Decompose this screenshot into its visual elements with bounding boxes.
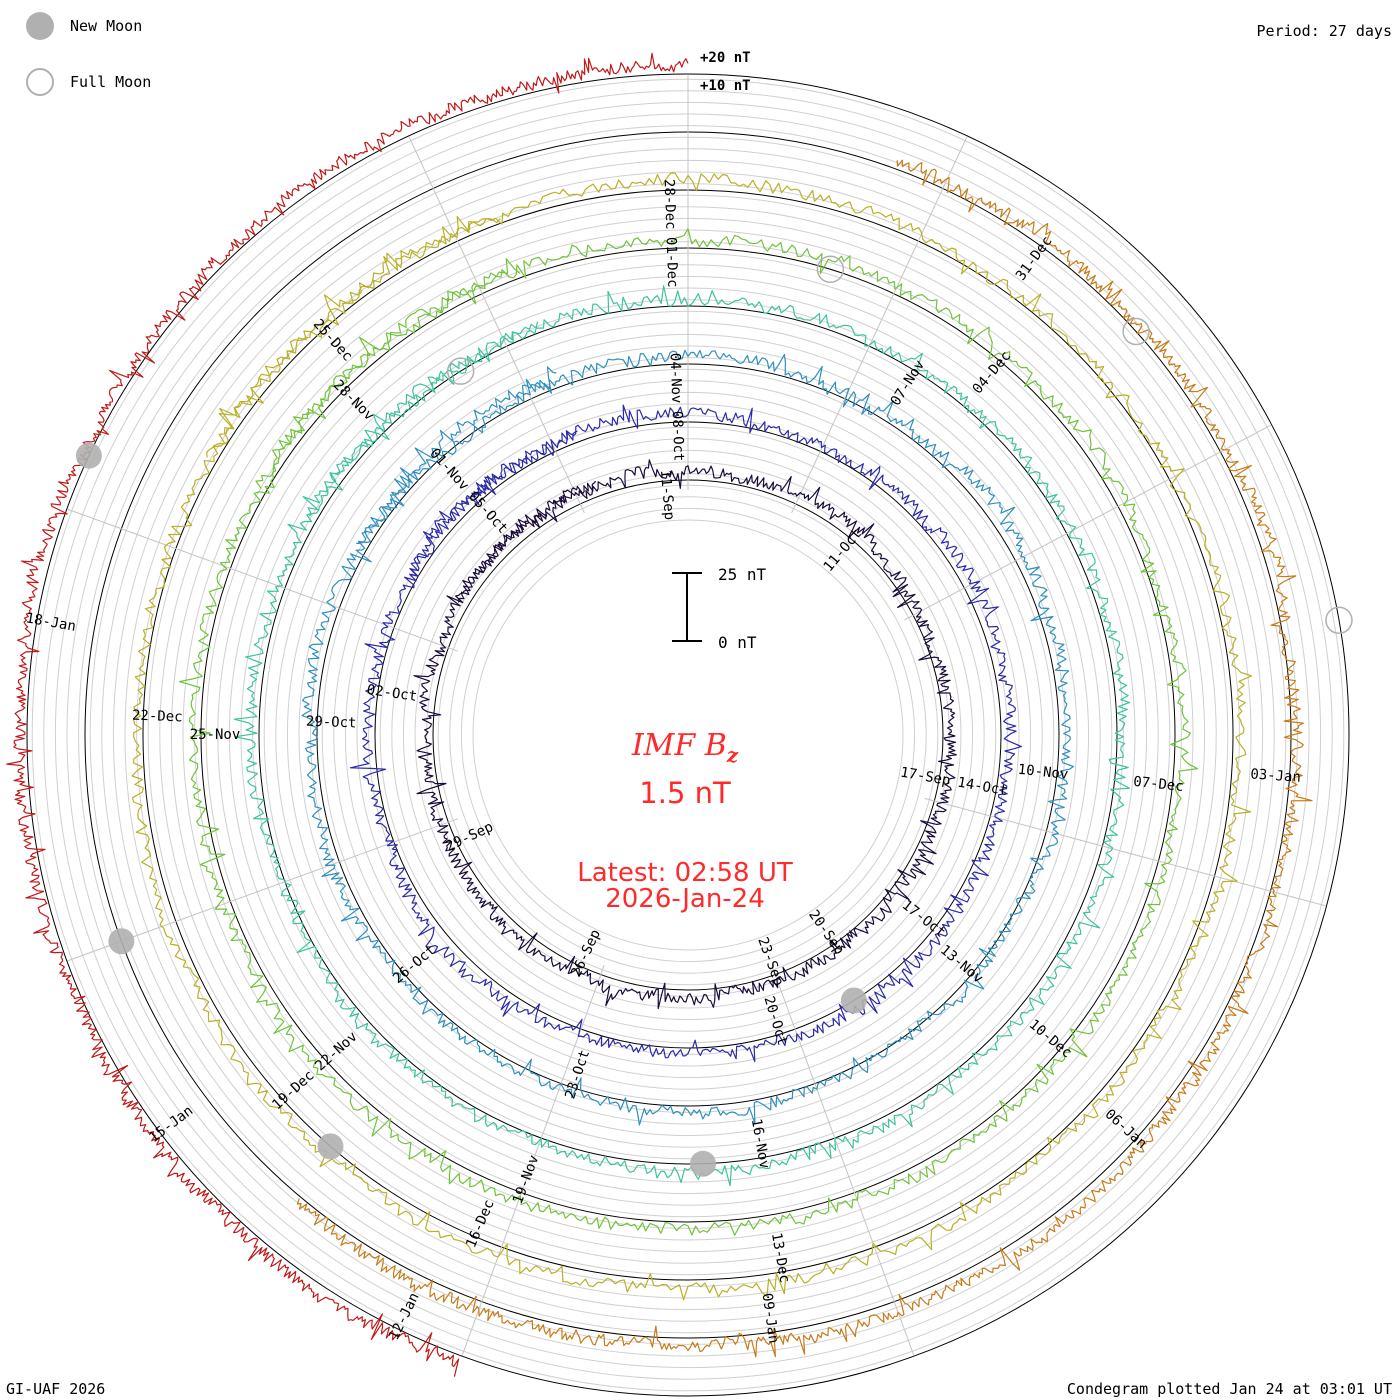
scale-low-label: 0 nT bbox=[718, 633, 757, 652]
latest-time: Latest: 02:58 UT bbox=[577, 858, 793, 888]
date-label: 04-Nov bbox=[667, 353, 685, 404]
new-moon-label: New Moon bbox=[70, 17, 143, 35]
legend-full-moon: Full Moon bbox=[26, 68, 151, 96]
date-label: 19-Dec bbox=[269, 1067, 317, 1113]
grid-circle bbox=[472, 519, 904, 951]
credit-label: GI-UAF 2026 bbox=[6, 1380, 106, 1398]
date-label: 22-Dec bbox=[132, 708, 183, 726]
ring-labels: +20 nT +10 nT bbox=[700, 50, 751, 94]
date-label: 12-Jan bbox=[386, 1290, 423, 1342]
grid-spoke bbox=[924, 797, 1326, 907]
new-moon-marker bbox=[108, 928, 135, 955]
full-moon-marker bbox=[1325, 606, 1353, 634]
date-label: 11-Sep bbox=[657, 469, 677, 521]
date-label: 18-Jan bbox=[25, 610, 78, 635]
date-label: 29-Oct bbox=[306, 714, 357, 732]
date-label: 26-Sep bbox=[568, 927, 604, 980]
date-label: 02-Oct bbox=[366, 682, 418, 705]
new-moon-icon bbox=[26, 12, 54, 40]
date-label: 28-Dec bbox=[661, 179, 679, 230]
new-moon-marker bbox=[317, 1133, 344, 1160]
chart-title: IMF Bz bbox=[0, 728, 1370, 767]
grid-spoke bbox=[67, 508, 458, 652]
date-label: 25-Dec bbox=[310, 316, 356, 364]
date-label: 16-Nov bbox=[748, 1117, 773, 1170]
grid-spoke bbox=[461, 965, 605, 1356]
date-label: 22-Nov bbox=[312, 1029, 360, 1075]
full-moon-marker bbox=[1122, 317, 1150, 346]
plotted-timestamp: Condegram plotted Jan 24 at 03:01 UT bbox=[1066, 1380, 1392, 1398]
date-label: 01-Dec bbox=[663, 237, 681, 288]
ring-label-plus10: +10 nT bbox=[700, 78, 751, 94]
series-line bbox=[131, 172, 1253, 1301]
series-line bbox=[296, 159, 1313, 1358]
date-label: 11-Oct bbox=[821, 526, 866, 575]
date-label: 07-Nov bbox=[888, 357, 928, 408]
full-moon-marker bbox=[446, 357, 475, 385]
latest-date: 2026-Jan-24 bbox=[605, 884, 765, 914]
date-label: 16-Dec bbox=[463, 1197, 497, 1250]
series-line bbox=[6, 52, 689, 1377]
date-label: 09-Jan bbox=[759, 1292, 782, 1344]
new-moon-marker bbox=[75, 442, 102, 469]
chart-title-subscript: z bbox=[726, 743, 739, 767]
legend-new-moon: New Moon bbox=[26, 12, 142, 40]
full-moon-icon bbox=[26, 68, 54, 96]
scale-bar: 25 nT 0 nT bbox=[672, 565, 767, 652]
marker-layer bbox=[75, 255, 1353, 1177]
latest-timestamp: Latest: 02:58 UT 2026-Jan-24 bbox=[0, 860, 1370, 912]
baseline-circle bbox=[26, 73, 1350, 1397]
date-label: 25-Nov bbox=[190, 727, 241, 743]
current-value: 1.5 nT bbox=[639, 776, 731, 810]
date-label: 05-Oct bbox=[465, 489, 511, 537]
grid-spoke bbox=[771, 965, 915, 1356]
grid-circle bbox=[449, 496, 927, 974]
ring-label-plus20: +20 nT bbox=[700, 50, 751, 66]
date-label: 03-Jan bbox=[1250, 766, 1302, 785]
grid-spoke bbox=[408, 136, 585, 514]
series-layer bbox=[6, 52, 1313, 1377]
full-moon-label: Full Moon bbox=[70, 73, 152, 91]
date-label: 07-Dec bbox=[1132, 774, 1184, 795]
period-label: Period: 27 days bbox=[1256, 22, 1392, 40]
series-line bbox=[349, 404, 1022, 1063]
series-line bbox=[233, 285, 1131, 1187]
date-label: 13-Dec bbox=[768, 1232, 793, 1285]
new-moon-marker bbox=[689, 1150, 716, 1177]
grid-circle bbox=[460, 507, 916, 963]
date-label: 10-Nov bbox=[1017, 762, 1069, 783]
series-line bbox=[178, 228, 1199, 1236]
date-label: 26-Oct bbox=[390, 942, 439, 987]
full-moon-marker bbox=[816, 255, 845, 284]
series-line bbox=[413, 459, 957, 1010]
grid-spoke bbox=[791, 136, 968, 514]
scale-high-label: 25 nT bbox=[718, 565, 767, 584]
grid-layer bbox=[26, 73, 1350, 1397]
date-label: 06-Jan bbox=[1102, 1106, 1150, 1152]
date-label: 08-Oct bbox=[669, 411, 687, 462]
date-label: 29-Sep bbox=[443, 819, 496, 855]
new-moon-marker bbox=[840, 987, 867, 1014]
chart-title-main: IMF B bbox=[631, 728, 727, 763]
grid-spoke bbox=[904, 424, 1271, 621]
date-label: 28-Nov bbox=[330, 377, 377, 424]
series-line bbox=[301, 349, 1074, 1126]
